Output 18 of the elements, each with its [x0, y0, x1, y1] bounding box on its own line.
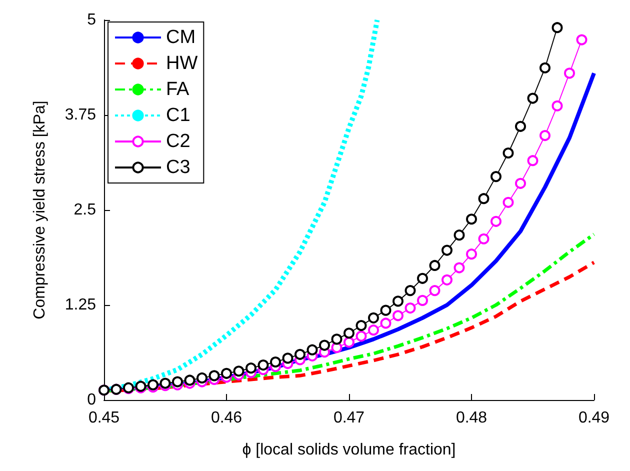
legend-label: HW: [166, 53, 198, 74]
y-axis-title: Compressive yield stress [kPa]: [32, 100, 48, 320]
x-tick-label: 0.48: [456, 410, 488, 426]
y-tick-label: 3.75: [64, 106, 96, 124]
legend-label: C3: [166, 157, 190, 178]
y-tick-label: 1.25: [64, 296, 96, 314]
y-tick-label: 5: [87, 12, 96, 28]
x-tick-label: 0.47: [333, 410, 365, 426]
y-tick-label: 2.5: [74, 202, 96, 218]
legend-label: C2: [166, 131, 190, 152]
x-tick-label: 0.45: [88, 410, 120, 426]
legend-label: C1: [166, 105, 190, 126]
legend-label: FA: [166, 79, 190, 100]
y-tick-label: 0: [87, 392, 96, 408]
legend-label: CM: [166, 27, 196, 48]
x-axis-title: ϕ [local solids volume fraction]: [242, 442, 456, 458]
x-tick-label: 0.46: [210, 410, 242, 426]
x-tick-label: 0.49: [578, 410, 610, 426]
